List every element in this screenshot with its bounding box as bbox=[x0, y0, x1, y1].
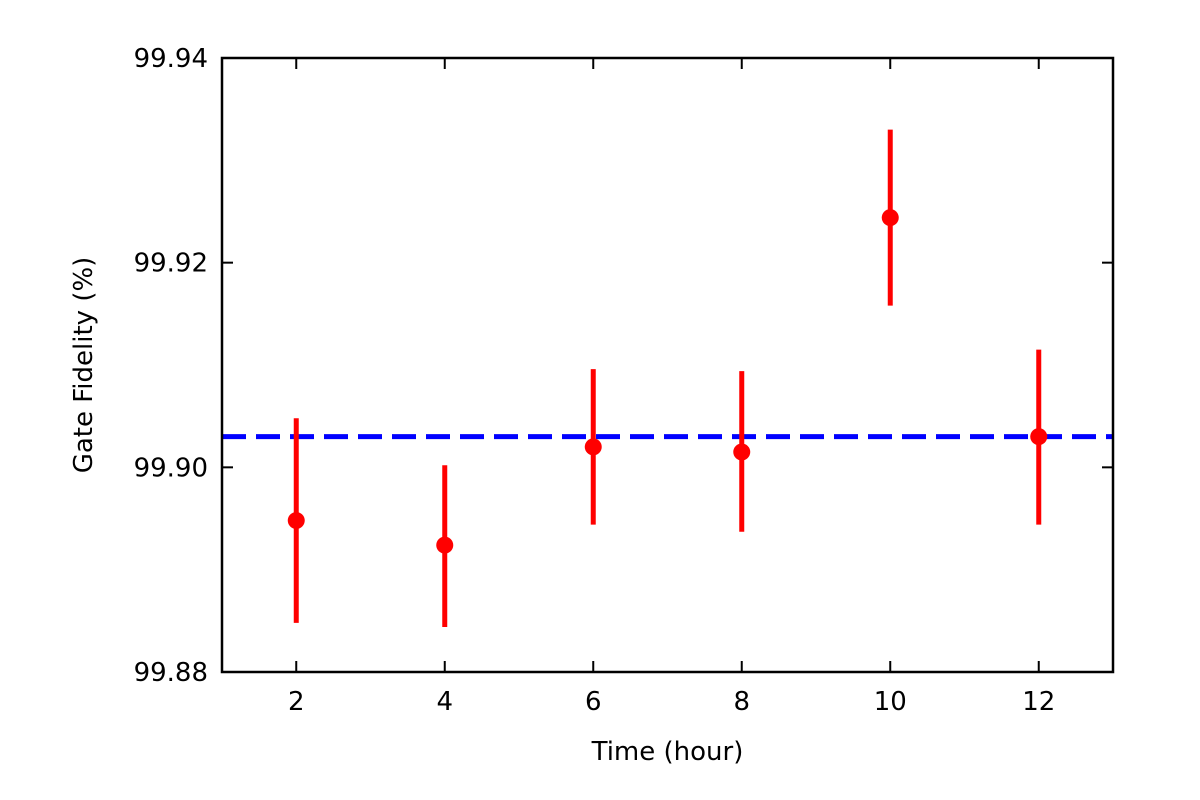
y-axis-label: Gate Fidelity (%) bbox=[69, 257, 99, 474]
x-tick-label: 6 bbox=[585, 687, 602, 717]
y-tick-label: 99.90 bbox=[134, 453, 208, 483]
y-tick-label: 99.92 bbox=[134, 249, 208, 279]
data-point bbox=[733, 443, 751, 461]
data-point bbox=[287, 512, 305, 530]
y-tick-label: 99.88 bbox=[134, 658, 208, 688]
x-tick-label: 4 bbox=[436, 687, 453, 717]
data-point bbox=[1030, 428, 1048, 446]
x-axis-label: Time (hour) bbox=[591, 737, 744, 767]
x-tick-label: 12 bbox=[1022, 687, 1055, 717]
x-tick-label: 8 bbox=[733, 687, 750, 717]
y-tick-label: 99.94 bbox=[134, 44, 208, 74]
plot-area bbox=[222, 129, 1113, 627]
data-point bbox=[584, 438, 602, 456]
axes-frame bbox=[220, 56, 1115, 674]
ticks: 2 4 6 8 10 12 99.88 99.90 99.92 99.94 bbox=[134, 44, 1113, 717]
x-tick-label: 10 bbox=[874, 687, 907, 717]
data-point bbox=[881, 209, 899, 227]
data-point bbox=[436, 536, 454, 554]
x-tick-label: 2 bbox=[288, 687, 305, 717]
